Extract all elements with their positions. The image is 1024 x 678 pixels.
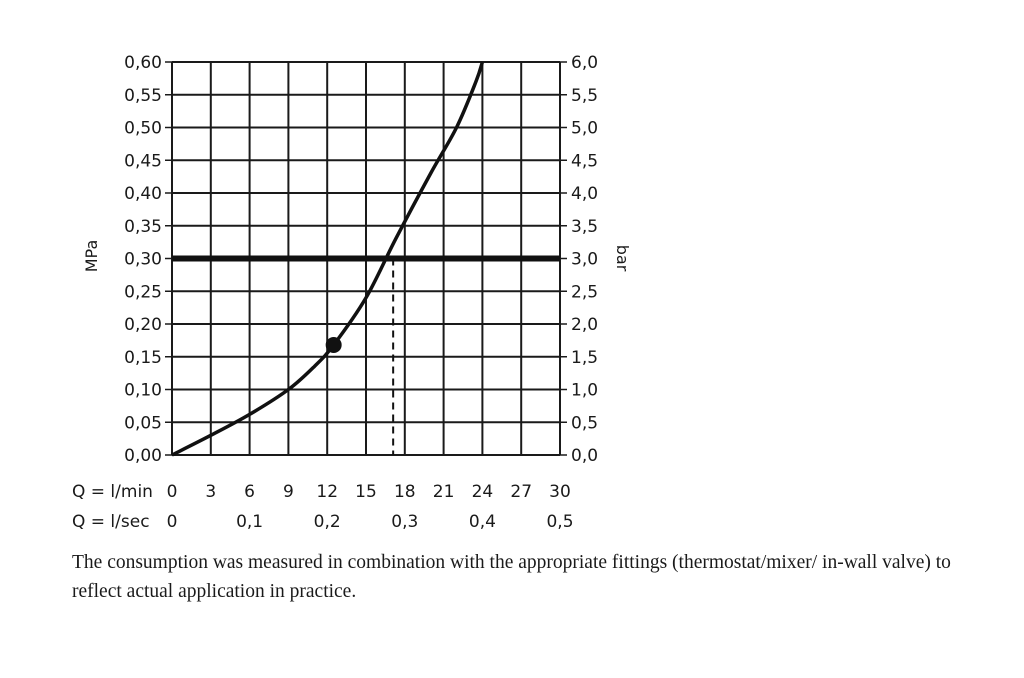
left-tick-label: 0,40 (124, 184, 162, 204)
left-tick-label: 0,55 (124, 86, 162, 106)
x-primary-tick-label: 6 (244, 482, 255, 502)
right-tick-label: 6,0 (571, 53, 598, 73)
right-axis-label: bar (613, 245, 632, 272)
left-tick-label: 0,05 (124, 413, 162, 433)
right-tick-label: 2,5 (571, 282, 598, 302)
right-tick-label: 1,5 (571, 348, 598, 368)
x-secondary-tick-label: 0,5 (546, 512, 573, 532)
left-tick-label: 0,00 (124, 446, 162, 466)
flow-pressure-chart: 0,00 0,00,05 0,50,10 1,00,15 1,50,20 2,00,25 2… (72, 53, 632, 532)
x-secondary-axis-label: Q = l/sec (72, 512, 150, 532)
left-tick-label: 0,50 (124, 119, 162, 139)
x-secondary-tick-label: 0,4 (469, 512, 496, 532)
x-primary-tick-label: 18 (394, 482, 416, 502)
x-primary-tick-label: 0 (167, 482, 178, 502)
left-tick-label: 0,15 (124, 348, 162, 368)
left-tick-label: 0,35 (124, 217, 162, 237)
operating-point-marker (325, 336, 342, 353)
right-tick-label: 1,0 (571, 381, 598, 401)
x-primary-tick-label: 12 (316, 482, 338, 502)
left-tick-label: 0,20 (124, 315, 162, 335)
x-primary-tick-label: 15 (355, 482, 377, 502)
right-tick-label: 5,5 (571, 86, 598, 106)
series (171, 61, 560, 457)
right-tick-label: 3,5 (571, 217, 598, 237)
axis-ticks (165, 61, 567, 456)
x-primary-tick-label: 3 (205, 482, 216, 502)
left-axis-label: MPa (82, 240, 101, 273)
x-secondary-tick-label: 0,3 (391, 512, 418, 532)
left-tick-label: 0,25 (124, 282, 162, 302)
left-tick-label: 0,45 (124, 151, 162, 171)
x-primary-tick-label: 21 (433, 482, 455, 502)
right-tick-label: 5,0 (571, 119, 598, 139)
right-tick-label: 2,0 (571, 315, 598, 335)
x-primary-tick-label: 27 (510, 482, 532, 502)
x-primary-tick-label: 24 (472, 482, 494, 502)
right-tick-label: 0,0 (571, 446, 598, 466)
right-tick-label: 0,5 (571, 413, 598, 433)
x-primary-tick-label: 30 (549, 482, 571, 502)
left-tick-label: 0,30 (124, 250, 162, 270)
x-secondary-tick-label: 0 (167, 512, 178, 532)
x-secondary-tick-label: 0,1 (236, 512, 263, 532)
left-tick-label: 0,10 (124, 381, 162, 401)
right-tick-label: 4,0 (571, 184, 598, 204)
flow-curve (171, 61, 485, 457)
x-primary-tick-label: 9 (283, 482, 294, 502)
x-primary-axis-label: Q = l/min (72, 482, 153, 502)
left-tick-label: 0,60 (124, 53, 162, 73)
caption-text: The consumption was measured in combinat… (72, 552, 951, 602)
x-secondary-tick-label: 0,2 (314, 512, 341, 532)
right-tick-label: 4,5 (571, 151, 598, 171)
tick-labels: 0,00 0,00,05 0,50,10 1,00,15 1,50,20 2,00,25 2… (124, 53, 598, 532)
right-tick-label: 3,0 (571, 250, 598, 270)
